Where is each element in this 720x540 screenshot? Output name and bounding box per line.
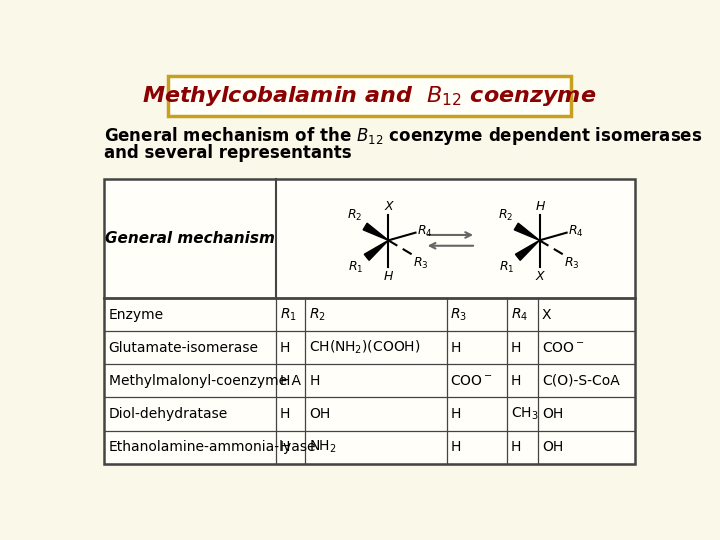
Polygon shape	[363, 223, 388, 240]
Text: H: H	[280, 374, 290, 388]
Text: $R_1$: $R_1$	[280, 307, 297, 323]
Text: X: X	[384, 200, 393, 213]
Text: X: X	[542, 308, 552, 322]
Text: $R_2$: $R_2$	[347, 208, 362, 224]
Text: H: H	[510, 440, 521, 454]
Text: $R_4$: $R_4$	[417, 224, 433, 239]
Text: H: H	[451, 440, 461, 454]
Text: H: H	[384, 271, 393, 284]
Text: H: H	[280, 440, 290, 454]
Text: $R_4$: $R_4$	[510, 307, 528, 323]
Text: Enzyme: Enzyme	[109, 308, 163, 322]
Text: COO$^-$: COO$^-$	[542, 341, 585, 355]
Text: $R_4$: $R_4$	[568, 224, 584, 239]
Text: CH(NH$_2$)(COOH): CH(NH$_2$)(COOH)	[310, 339, 421, 356]
Text: X: X	[535, 271, 544, 284]
Text: OH: OH	[542, 440, 563, 454]
Text: COO$^-$: COO$^-$	[451, 374, 493, 388]
Text: $R_3$: $R_3$	[451, 307, 467, 323]
Text: $R_2$: $R_2$	[310, 307, 326, 323]
Text: Methylmalonyl-coenzyme A: Methylmalonyl-coenzyme A	[109, 374, 301, 388]
Text: General mechanism: General mechanism	[105, 231, 275, 246]
Polygon shape	[516, 240, 539, 260]
Text: H: H	[451, 341, 461, 355]
Text: $R_3$: $R_3$	[564, 256, 580, 271]
Text: H: H	[280, 341, 290, 355]
FancyBboxPatch shape	[104, 179, 635, 464]
Text: $R_2$: $R_2$	[498, 208, 513, 224]
Text: OH: OH	[310, 407, 330, 421]
Text: H: H	[280, 407, 290, 421]
Polygon shape	[364, 240, 388, 260]
FancyBboxPatch shape	[168, 76, 570, 117]
Text: General mechanism of the $B_{12}$ coenzyme dependent isomerases: General mechanism of the $B_{12}$ coenzy…	[104, 125, 702, 147]
Text: OH: OH	[542, 407, 563, 421]
Polygon shape	[514, 223, 539, 240]
Text: $R_1$: $R_1$	[348, 260, 364, 275]
Text: NH$_2$: NH$_2$	[310, 439, 337, 455]
Text: Methylcobalamin and  $\mathit{B}_{12}$ coenzyme: Methylcobalamin and $\mathit{B}_{12}$ co…	[142, 84, 596, 109]
Text: and several representants: and several representants	[104, 144, 351, 161]
Text: H: H	[451, 407, 461, 421]
Text: H: H	[510, 374, 521, 388]
Text: $R_1$: $R_1$	[499, 260, 515, 275]
Text: $R_3$: $R_3$	[413, 256, 428, 271]
Text: H: H	[536, 200, 545, 213]
Text: Glutamate-isomerase: Glutamate-isomerase	[109, 341, 258, 355]
Text: Ethanolamine-ammonia-lyase: Ethanolamine-ammonia-lyase	[109, 440, 316, 454]
Text: H: H	[510, 341, 521, 355]
Text: Diol-dehydratase: Diol-dehydratase	[109, 407, 228, 421]
Text: H: H	[310, 374, 320, 388]
Text: CH$_3$: CH$_3$	[510, 406, 539, 422]
Text: C(O)-S-CoA: C(O)-S-CoA	[542, 374, 620, 388]
